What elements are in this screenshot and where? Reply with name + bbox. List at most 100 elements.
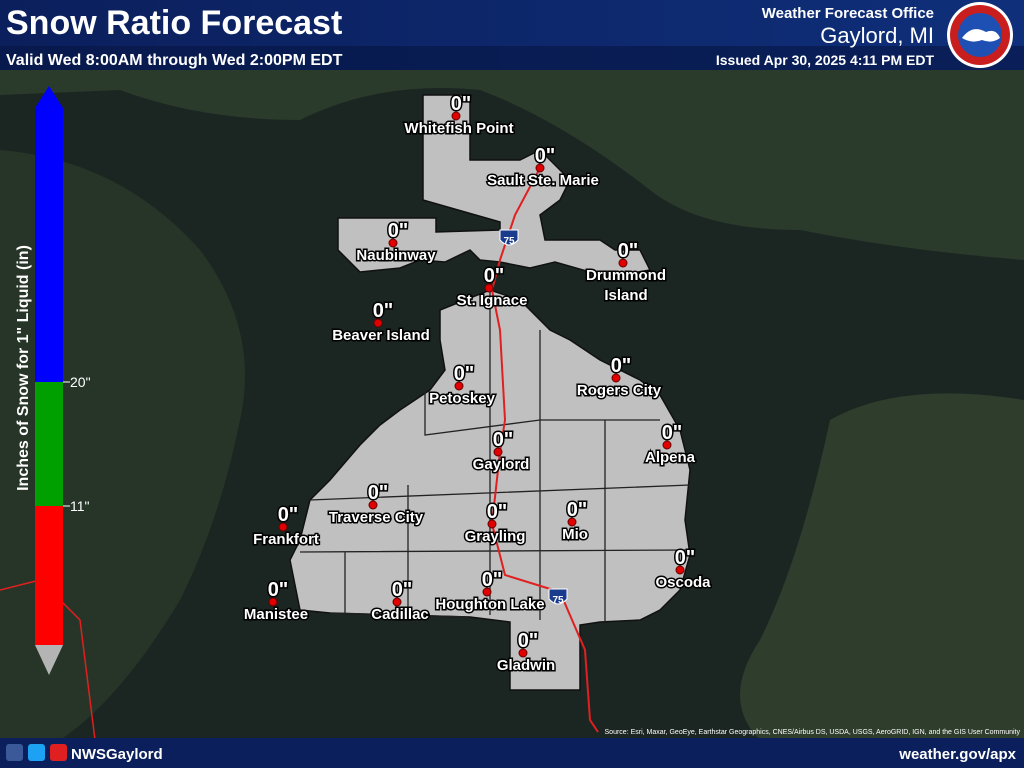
city-layer: 0" Whitefish Point 0" Sault Ste. Marie 0" Nau… [242, 92, 713, 676]
city-dot [268, 597, 278, 607]
city: 0" Beaver Island [331, 299, 432, 346]
city: 0" Rogers City [575, 354, 663, 401]
city-name: Grayling [465, 528, 526, 545]
city-amount: 0" [487, 501, 508, 523]
i75-shield: 75 [548, 588, 568, 606]
city-name: Gaylord [473, 456, 530, 473]
city: 0" St. Ignace [455, 264, 529, 311]
city-amount: 0" [535, 145, 556, 167]
subtitle: Valid Wed 8:00AM through Wed 2:00PM EDT [6, 52, 343, 69]
city-name: Naubinway [356, 247, 436, 264]
city-dot [487, 519, 497, 529]
city-dot [451, 111, 461, 121]
city-dot [662, 440, 672, 450]
location: Gaylord, MI [820, 23, 934, 48]
twitter-icon[interactable] [28, 744, 45, 761]
city-dot [518, 648, 528, 658]
city-name: Island [604, 287, 647, 304]
city-amount: 0" [268, 579, 289, 601]
city-amount: 0" [392, 579, 413, 601]
city-name: Traverse City [329, 509, 424, 526]
city: 0" Frankfort [252, 503, 321, 550]
city-amount: 0" [675, 547, 696, 569]
city-amount: 0" [518, 630, 539, 652]
city-dot [278, 522, 288, 532]
city-dot [392, 597, 402, 607]
city-name: Whitefish Point [404, 120, 513, 137]
city-name: St. Ignace [457, 292, 528, 309]
city-amount: 0" [373, 300, 394, 322]
legend-tick: 11" [70, 498, 90, 514]
social-handle: NWSGaylord [71, 746, 163, 763]
city-name: Houghton Lake [435, 596, 544, 613]
subheader-bar [0, 46, 1024, 70]
source: Source: Esri, Maxar, GeoEye, Earthstar G… [605, 729, 1021, 736]
facebook-icon[interactable] [6, 744, 23, 761]
legend [35, 86, 70, 675]
city-name: Beaver Island [332, 327, 430, 344]
youtube-icon[interactable] [50, 744, 67, 761]
city: 0" Alpena [643, 421, 697, 468]
city-dot [484, 283, 494, 293]
city: 0" Grayling [463, 500, 527, 547]
city-amount: 0" [278, 504, 299, 526]
nws-logo [947, 2, 1013, 68]
issued: Issued Apr 30, 2025 4:11 PM EDT [716, 52, 935, 68]
city-dot [368, 500, 378, 510]
city: 0" Traverse City [327, 481, 425, 528]
city: 0" Whitefish Point [403, 92, 515, 139]
city: 0" Naubinway [355, 219, 438, 266]
city-amount: 0" [368, 482, 389, 504]
city: 0" Sault Ste. Marie [486, 144, 601, 191]
city-amount: 0" [454, 363, 475, 385]
city: 0" Gaylord [471, 428, 531, 475]
city: 0" Mio [561, 498, 590, 545]
city-amount: 0" [388, 220, 409, 242]
city-amount: 0" [493, 429, 514, 451]
city-dot [373, 318, 383, 328]
city-name: Mio [562, 526, 588, 543]
land-east [740, 393, 1024, 740]
city-name: Petoskey [429, 390, 496, 407]
website[interactable]: weather.gov/apx [898, 746, 1016, 763]
city-dot [493, 447, 503, 457]
i75-shield: 75 [499, 229, 519, 247]
city-name: Cadillac [371, 606, 429, 623]
city-dot [675, 565, 685, 575]
city: 0" Oscoda [654, 546, 713, 593]
city: 0" Gladwin [495, 629, 556, 676]
city-dot [535, 163, 545, 173]
city-amount: 0" [484, 265, 505, 287]
city-dot [618, 258, 628, 268]
land-north [0, 70, 1024, 260]
city-dot [482, 587, 492, 597]
city-dot [611, 373, 621, 383]
svg-text:75: 75 [552, 595, 564, 606]
city-name: Rogers City [577, 382, 662, 399]
city-name: Drummond [586, 267, 666, 284]
city-dot [454, 381, 464, 391]
city-name: Oscoda [655, 574, 711, 591]
city-amount: 0" [611, 355, 632, 377]
city-amount: 0" [482, 569, 503, 591]
county-lines [299, 290, 691, 622]
city: 0" Petoskey [428, 362, 498, 409]
city-name: Manistee [244, 606, 308, 623]
city-amount: 0" [618, 240, 639, 262]
city: 0" Houghton Lake [434, 568, 546, 615]
city-amount: 0" [662, 422, 683, 444]
city: 0" Drummond Island [585, 239, 668, 306]
legend-label: Inches of Snow for 1" Liquid (in) [15, 245, 32, 491]
city-dot [567, 517, 577, 527]
city-name: Frankfort [253, 531, 319, 548]
city: 0" Cadillac [370, 578, 431, 625]
title: Snow Ratio Forecast [6, 4, 342, 42]
office: Weather Forecast Office [762, 5, 934, 22]
city-amount: 0" [567, 499, 588, 521]
city-dot [388, 238, 398, 248]
forecast-area-upper [337, 94, 652, 276]
city-amount: 0" [451, 93, 472, 115]
legend-tick: 20" [70, 374, 91, 390]
city-name: Gladwin [497, 657, 555, 674]
